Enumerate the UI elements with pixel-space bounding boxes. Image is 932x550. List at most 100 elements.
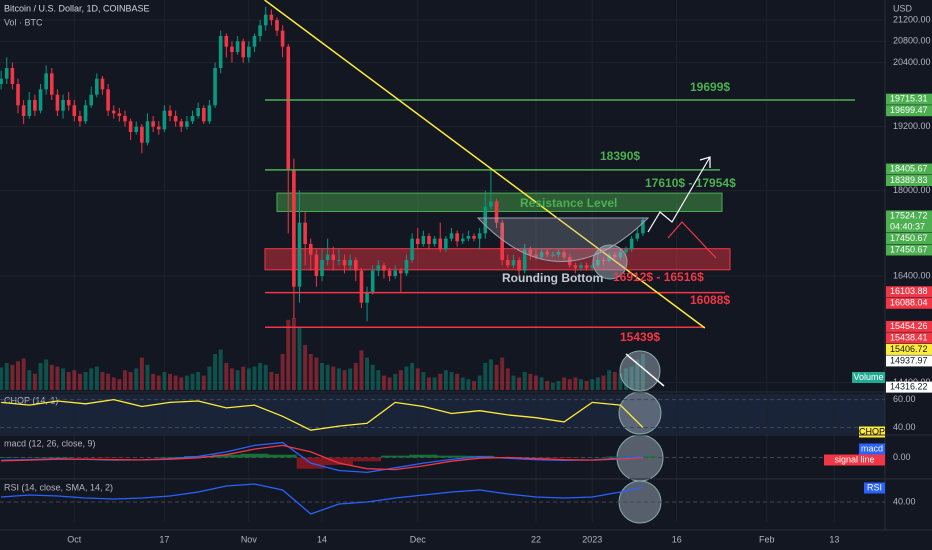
y-tick-label: 20800.00 <box>893 36 931 46</box>
volume-bar <box>308 354 313 390</box>
candle-body <box>10 67 15 84</box>
volume-bar <box>77 373 82 390</box>
candle-body <box>258 25 262 36</box>
candle-body <box>0 78 3 84</box>
price-tag <box>886 244 932 256</box>
candle-body <box>145 121 150 143</box>
y-tick-label: 0.00 <box>893 452 911 462</box>
volume-bar <box>460 377 465 390</box>
x-tick-label: 16 <box>672 534 682 544</box>
volume-title: Vol · BTC <box>4 17 43 27</box>
volume-bar <box>246 368 251 390</box>
volume-bar <box>517 377 522 390</box>
volume-bar <box>466 379 471 390</box>
price-tag-label: 17450.67 <box>890 233 928 243</box>
volume-bar <box>123 370 127 390</box>
candle-body <box>140 126 144 143</box>
volume-bar <box>550 382 555 390</box>
candle-body <box>511 259 516 266</box>
candle-body <box>61 99 65 111</box>
level-label: 15439$ <box>620 330 660 344</box>
level-label: 16088$ <box>690 293 730 307</box>
candle-body <box>38 89 43 111</box>
volume-trend <box>625 353 665 387</box>
candle-body <box>641 219 645 234</box>
volume-bar <box>16 361 20 390</box>
volume-bar <box>438 373 443 390</box>
candle-body <box>179 121 184 127</box>
candle-body <box>134 126 139 132</box>
candle-body <box>83 105 88 122</box>
price-tag-label: 19715.31 <box>890 94 928 104</box>
volume-bar <box>539 377 544 390</box>
candle-body <box>162 110 167 130</box>
candle-body <box>517 259 521 271</box>
volume-bar <box>213 354 218 390</box>
candle-body <box>579 265 583 268</box>
volume-bar <box>207 366 212 390</box>
price-tag-label: 16103.88 <box>890 286 928 296</box>
price-tag <box>886 105 932 117</box>
candle-body <box>472 235 476 239</box>
volume-bar <box>0 367 4 390</box>
volume-bar <box>286 319 291 390</box>
volume-bar <box>511 375 516 390</box>
price-tag-label: 15438.41 <box>890 332 928 342</box>
candle-body <box>337 259 341 261</box>
x-tick-label: 17 <box>159 534 169 544</box>
price-tag <box>886 210 932 233</box>
series-tag-label: signal line <box>834 454 874 464</box>
volume-bar <box>500 357 505 390</box>
candle-body <box>252 35 257 47</box>
volume-bar <box>117 379 122 390</box>
macd-histogram <box>0 456 16 458</box>
volume-bar <box>27 370 32 390</box>
volume-bar <box>342 370 347 390</box>
volume-bar <box>269 372 274 390</box>
volume-bar <box>235 370 240 390</box>
volume-bar <box>263 364 268 390</box>
candle-body <box>123 115 127 122</box>
candle-body <box>432 238 437 244</box>
candle-body <box>320 259 324 276</box>
candle-body <box>156 126 161 130</box>
candle-body <box>111 110 116 114</box>
level-label: 18390$ <box>600 149 640 163</box>
series-tag <box>859 443 885 455</box>
volume-bar <box>449 372 454 390</box>
candle-body <box>534 254 538 258</box>
candle-body <box>269 14 274 20</box>
macd-histogram <box>628 455 657 458</box>
candle-body <box>489 201 493 207</box>
candle-body <box>308 243 313 255</box>
candle-body <box>629 238 634 250</box>
volume-bar <box>190 373 195 390</box>
candle-body <box>286 46 291 170</box>
candle-body <box>635 233 640 239</box>
candle-body <box>314 254 319 276</box>
level-label: 19699$ <box>690 80 730 94</box>
volume-bar <box>427 377 431 390</box>
candle-body <box>185 121 189 127</box>
volume-bar <box>640 354 645 390</box>
volume-bar <box>376 370 381 390</box>
price-tag <box>886 320 932 332</box>
x-tick-label: 13 <box>829 534 839 544</box>
zone <box>264 248 731 271</box>
volume-bar <box>331 366 336 390</box>
zone <box>276 192 723 212</box>
candle-body <box>466 235 471 239</box>
volume-bar <box>488 359 493 390</box>
volume-bar <box>398 370 403 390</box>
candle-body <box>297 222 302 287</box>
volume-bar <box>533 375 538 390</box>
macd-histogram <box>352 457 382 462</box>
volume-bar <box>173 375 178 390</box>
volume-bar <box>151 373 156 390</box>
price-tag <box>886 233 932 245</box>
volume-bar <box>393 373 398 390</box>
volume-bar <box>229 368 234 390</box>
indicator-title: RSI (14, close, SMA, 14, 2) <box>4 482 113 492</box>
candle-body <box>27 99 32 116</box>
candle-body <box>89 94 94 106</box>
